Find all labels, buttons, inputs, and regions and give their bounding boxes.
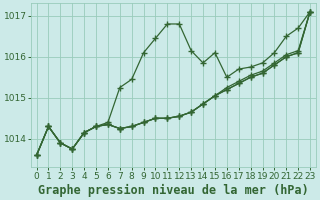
X-axis label: Graphe pression niveau de la mer (hPa): Graphe pression niveau de la mer (hPa) <box>38 183 309 197</box>
